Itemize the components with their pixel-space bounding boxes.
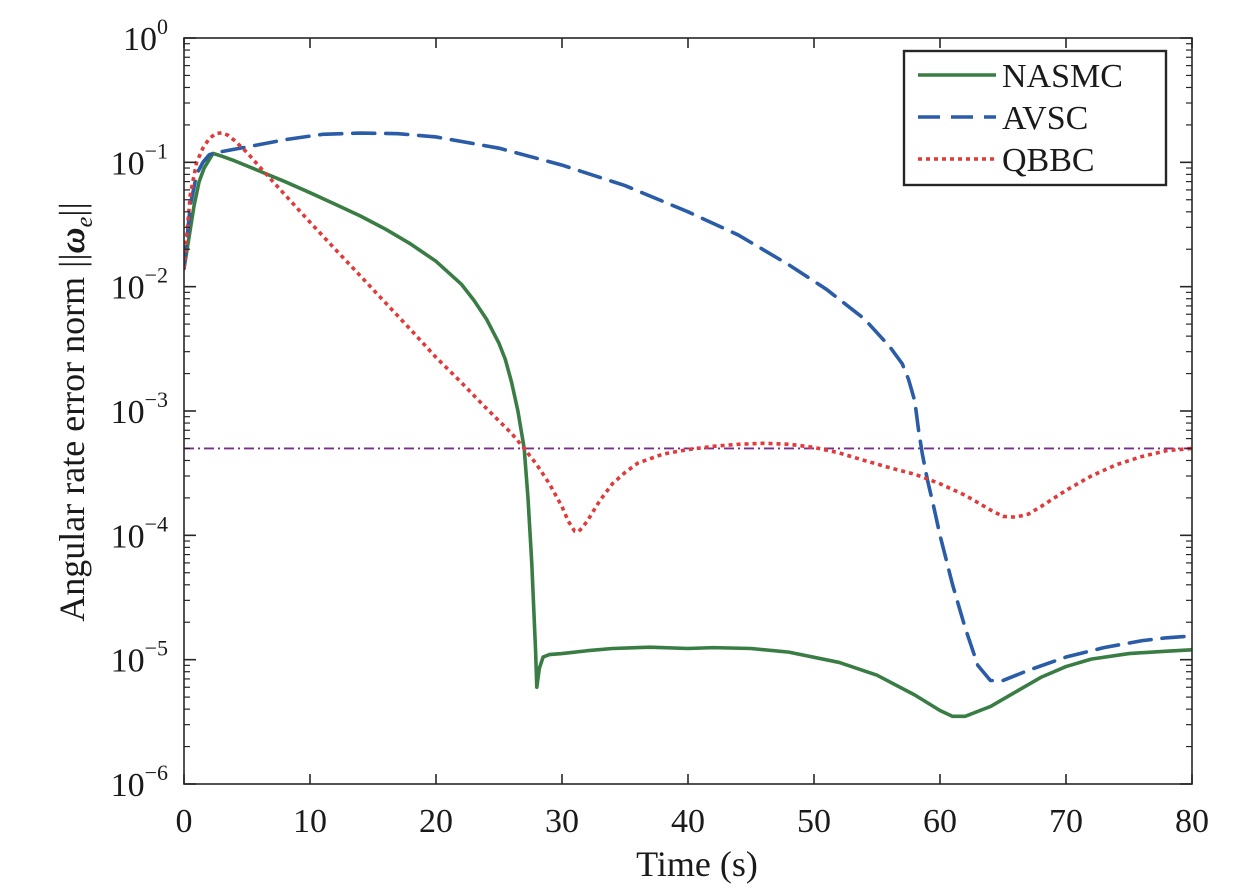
y-tick-labels: 100 10−1 10−2 10−3 10−4 10−5 10−6 (111, 14, 168, 804)
legend-label-qbbc: QBBC (1002, 142, 1095, 179)
x-tick-label: 80 (1175, 803, 1209, 840)
y-tick-label: 10−3 (111, 387, 168, 431)
y-axis-label: Angular rate error norm ||ωe|| (52, 202, 98, 621)
y-tick-label: 10−1 (111, 138, 168, 182)
y-axis-label-symbol: ω (52, 227, 92, 253)
axes (183, 37, 1193, 785)
x-tick-label: 20 (419, 803, 453, 840)
legend-label-nasmc: NASMC (1002, 58, 1123, 95)
series-line-qbbc (184, 130, 1192, 534)
y-tick-label: 10−2 (111, 263, 168, 307)
x-axis-label: Time (s) (636, 844, 758, 884)
series-line-nasmc (184, 151, 1192, 719)
y-tick-label: 100 (123, 14, 168, 58)
y-axis-label-text: Angular rate error norm (52, 268, 92, 622)
x-tick-label: 10 (293, 803, 327, 840)
y-axis-label-close: || (52, 202, 92, 216)
x-tick-label: 30 (545, 803, 579, 840)
y-axis-label-subscript: e (72, 216, 98, 227)
x-tick-label: 40 (671, 803, 705, 840)
x-tick-label: 60 (923, 803, 957, 840)
x-tick-label: 70 (1049, 803, 1083, 840)
legend: NASMC AVSC QBBC (902, 49, 1168, 187)
legend-label-avsc: AVSC (1002, 100, 1088, 137)
series-line-avsc (184, 131, 1192, 683)
y-tick-label: 10−4 (111, 511, 168, 555)
x-tick-label: 50 (797, 803, 831, 840)
plot-area (184, 130, 1192, 719)
y-tick-label: 10−6 (111, 760, 168, 804)
y-axis-label-open: || (52, 253, 92, 267)
y-tick-label: 10−5 (111, 636, 168, 680)
x-tick-labels: 0 10 20 30 40 50 60 70 80 (176, 803, 1210, 840)
x-tick-label: 0 (176, 803, 193, 840)
